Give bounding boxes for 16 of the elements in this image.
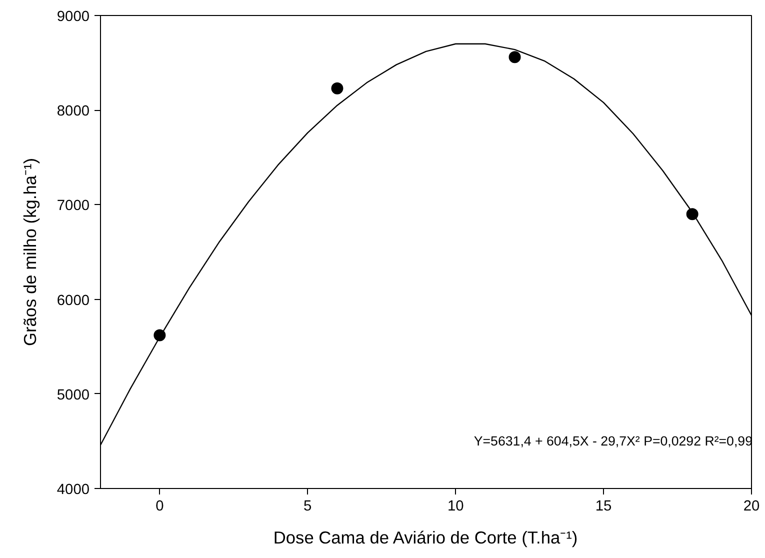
y-tick-label: 7000 [56,198,90,214]
x-tick-label: 5 [304,498,312,514]
y-axis-title: Grãos de milho (kg.ha⁻¹) [20,158,40,346]
point [331,82,344,94]
x-axis-title: Dose Cama de Aviário de Corte (T.ha⁻¹) [273,528,578,548]
x-tick-label: 15 [595,498,612,514]
annotation: Y=5631,4 + 604,5X - 29,7X² P=0,0292 R²=0,99 [474,434,753,448]
y-tick-label: 8000 [56,104,90,120]
x-tick-label: 20 [743,498,760,514]
x-tick-label: 10 [447,498,464,514]
y-tick-label: 4000 [56,482,90,498]
x-tick-label: 0 [156,498,164,514]
y-tick-label: 5000 [56,387,90,404]
y-tick-label: 9000 [56,9,90,25]
y-tick-label: 6000 [56,292,90,309]
point [508,51,521,64]
